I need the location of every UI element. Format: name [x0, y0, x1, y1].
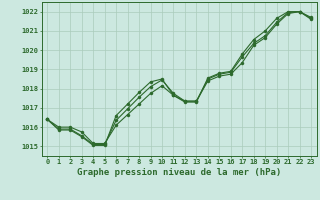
X-axis label: Graphe pression niveau de la mer (hPa): Graphe pression niveau de la mer (hPa) [77, 168, 281, 177]
